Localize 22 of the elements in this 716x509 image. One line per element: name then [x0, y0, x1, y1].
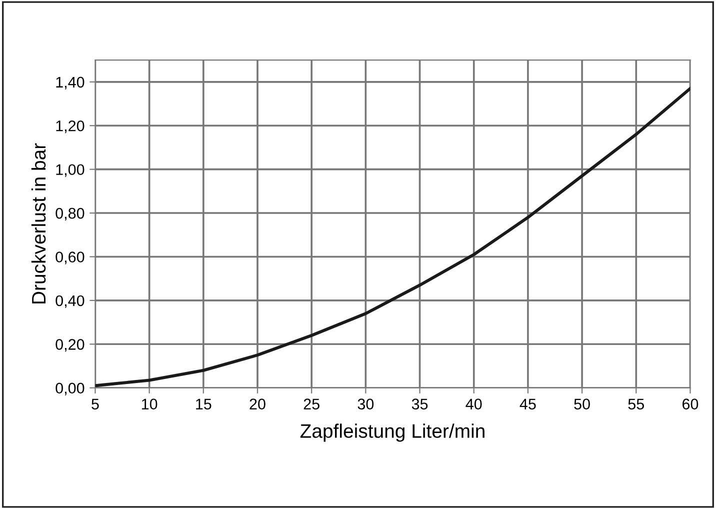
- x-tick-label: 25: [304, 398, 320, 410]
- x-axis-title: Zapfleistung Liter/min: [300, 424, 484, 442]
- y-tick-label: 0,00: [56, 382, 84, 396]
- y-tick-label: 0,20: [56, 339, 84, 352]
- x-tick-label: 45: [520, 398, 536, 410]
- y-tick-label: 1,20: [56, 120, 84, 134]
- y-tick-label: 1,40: [56, 76, 84, 90]
- y-tick-label: 1,00: [56, 164, 84, 177]
- x-tick-label: 20: [250, 398, 266, 410]
- x-tick-label: 30: [358, 398, 374, 410]
- y-axis-title: Druckverlust in bar: [31, 143, 46, 304]
- x-tick-label: 50: [574, 398, 590, 410]
- x-tick-label: 35: [412, 398, 428, 410]
- y-tick-label: 0,60: [56, 252, 84, 264]
- x-tick-label: 60: [682, 398, 698, 410]
- x-tick-label: 40: [466, 398, 482, 410]
- x-tick-label: 10: [142, 398, 158, 410]
- y-tick-label: 0,80: [56, 208, 84, 221]
- x-tick-label: 15: [196, 398, 212, 410]
- x-tick-label: 5: [92, 398, 99, 410]
- y-tick-label: 0,40: [56, 295, 84, 308]
- x-tick-label: 55: [628, 398, 644, 410]
